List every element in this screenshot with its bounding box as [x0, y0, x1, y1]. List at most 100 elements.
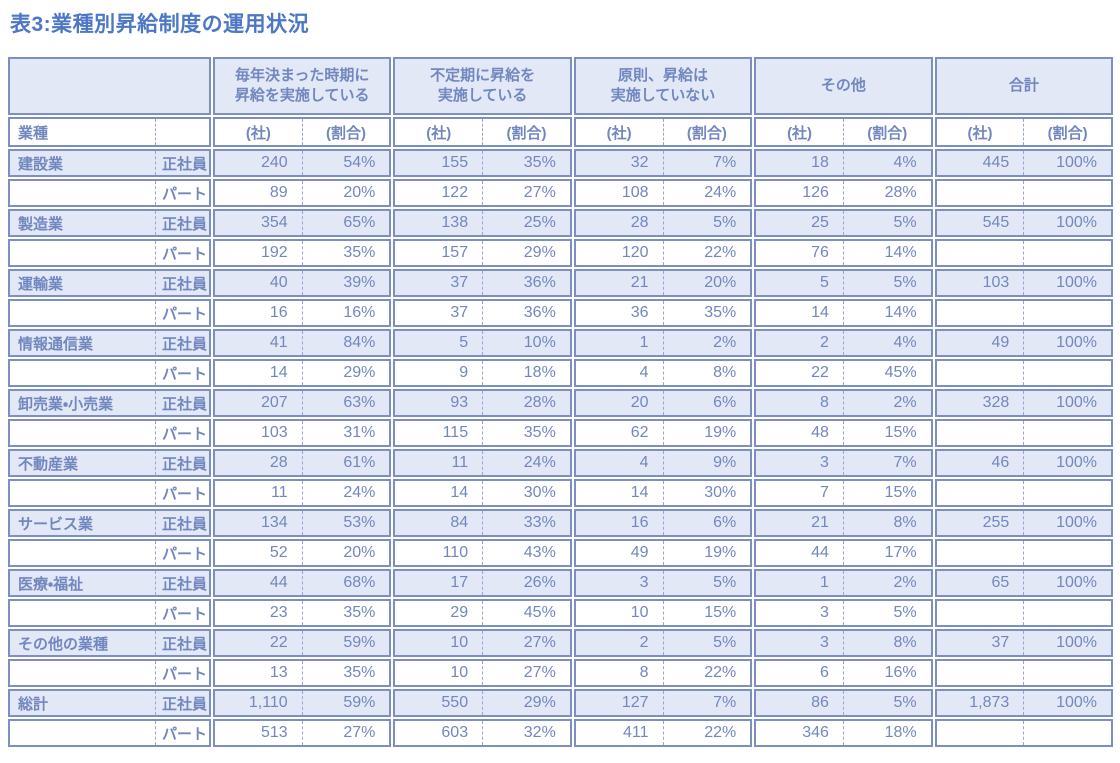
ratio-percent: 8% [842, 631, 931, 655]
value-cell: 9 18% [393, 359, 572, 387]
ratio-percent: 16% [301, 301, 390, 325]
value-cell: 28 5% [573, 209, 753, 237]
company-count [937, 541, 1024, 565]
company-count [937, 301, 1024, 325]
company-count: 28 [630, 214, 649, 231]
company-count: 62 [630, 424, 649, 441]
unit-ratio-label: (割合) [1023, 119, 1111, 145]
table-row: パート 192 35% 157 29% 120 22% 76 14% [8, 239, 1114, 267]
value-cell: 23 35% [213, 599, 392, 627]
company-count: 120 [621, 244, 649, 261]
ratio-percent: 65% [301, 211, 390, 235]
unit-company-label: (社) [967, 124, 993, 142]
ratio-percent: 18% [842, 721, 931, 745]
ratio-percent [1023, 601, 1111, 625]
ratio-percent: 100% [1023, 571, 1111, 595]
company-count: 89 [269, 184, 288, 201]
ratio-percent: 30% [482, 481, 570, 505]
industry-name [10, 601, 156, 625]
industry-name [10, 301, 156, 325]
value-cell: 8 22% [573, 659, 753, 687]
industry-cell: パート [8, 359, 211, 387]
table-row: 総計 正社員 1,110 59% 550 29% 127 7% 86 5% 1,873 100% [8, 689, 1114, 717]
company-count: 157 [441, 244, 469, 261]
value-cell: 29 45% [393, 599, 572, 627]
company-count: 2 [639, 634, 649, 651]
ratio-percent: 27% [482, 181, 570, 205]
company-count: 155 [441, 154, 469, 171]
table-row: パート 89 20% 122 27% 108 24% 126 28% [8, 179, 1114, 207]
value-cell [934, 719, 1114, 747]
value-cell: 18 4% [754, 149, 933, 177]
ratio-percent: 2% [842, 391, 931, 415]
value-cell: 7 15% [754, 479, 933, 507]
value-cell: 120 22% [573, 239, 753, 267]
ratio-percent: 100% [1023, 391, 1111, 415]
employment-type: 正社員 [162, 275, 208, 293]
value-cell: 4 9% [573, 449, 753, 477]
company-count: 65 [991, 574, 1010, 591]
ratio-percent: 5% [662, 211, 751, 235]
company-count: 603 [441, 724, 469, 741]
employment-type: パート [162, 605, 208, 623]
ratio-percent: 5% [662, 631, 751, 655]
value-cell: 10 27% [393, 659, 572, 687]
value-cell: 4 8% [573, 359, 753, 387]
company-count: 10 [450, 664, 469, 681]
company-count: 44 [269, 574, 288, 591]
company-count: 445 [982, 154, 1010, 171]
employment-type: 正社員 [162, 575, 208, 593]
company-count: 5 [820, 274, 829, 291]
company-count: 36 [630, 304, 649, 321]
company-count: 14 [269, 364, 288, 381]
unit-company-label: (社) [787, 124, 813, 142]
company-count: 108 [621, 184, 649, 201]
ratio-percent: 100% [1023, 331, 1111, 355]
table-row: 情報通信業 正社員 41 84% 5 10% 1 2% 2 4% 49 100% [8, 329, 1114, 357]
ratio-percent: 17% [842, 541, 931, 565]
company-count: 52 [269, 544, 288, 561]
value-cell: 49 19% [573, 539, 753, 567]
header-group-none: 原則、昇給は 実施していない [573, 57, 753, 115]
company-count [937, 241, 1024, 265]
ratio-percent: 24% [301, 481, 390, 505]
company-count: 3 [639, 574, 649, 591]
value-cell: 103 31% [213, 419, 392, 447]
ratio-percent: 29% [482, 691, 570, 715]
industry-name [10, 241, 156, 265]
employment-header-spacer [156, 119, 209, 145]
company-count: 1,873 [969, 694, 1010, 711]
company-count: 16 [630, 514, 649, 531]
industry-cell: 不動産業 正社員 [8, 449, 211, 477]
industry-cell: 情報通信業 正社員 [8, 329, 211, 357]
value-cell: 445 100% [934, 149, 1114, 177]
company-count: 18 [811, 154, 829, 171]
ratio-percent: 9% [662, 451, 751, 475]
industry-name: 運輸業 [10, 271, 156, 295]
value-cell: 52 20% [213, 539, 392, 567]
company-count: 3 [820, 634, 829, 651]
unit-company-label: (社) [245, 124, 271, 142]
company-count: 10 [450, 634, 469, 651]
company-count: 122 [441, 184, 469, 201]
value-cell: 134 53% [213, 509, 392, 537]
ratio-percent: 45% [842, 361, 931, 385]
value-cell: 46 100% [934, 449, 1114, 477]
value-cell: 11 24% [393, 449, 572, 477]
ratio-percent: 53% [301, 511, 390, 535]
industry-name [10, 481, 156, 505]
value-cell: 41 84% [213, 329, 392, 357]
company-count: 110 [442, 544, 469, 561]
company-count [937, 601, 1024, 625]
company-count: 8 [820, 394, 829, 411]
value-cell: 10 15% [573, 599, 753, 627]
header-group-label: 原則、昇給は 実施していない [610, 66, 716, 104]
industry-cell: 建設業 正社員 [8, 149, 211, 177]
unit-ratio-label: (割合) [842, 119, 931, 145]
header-group-label: 毎年決まった時期に 昇給を実施している [234, 66, 370, 104]
ratio-percent [1023, 181, 1111, 205]
value-cell: 255 100% [934, 509, 1114, 537]
value-cell: 115 35% [393, 419, 572, 447]
industry-cell: 製造業 正社員 [8, 209, 211, 237]
company-count: 37 [991, 634, 1010, 651]
